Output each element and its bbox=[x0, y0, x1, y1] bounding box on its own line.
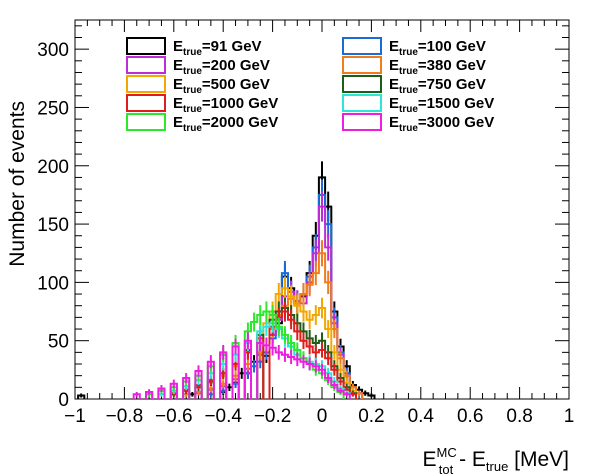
legend-label: Etrue=1000 GeV bbox=[173, 95, 278, 115]
legend-entry: Etrue=3000 GeV bbox=[342, 113, 494, 134]
legend-swatch bbox=[342, 56, 382, 74]
legend-entry: Etrue=2000 GeV bbox=[126, 113, 278, 134]
x-tick-label: 1 bbox=[564, 406, 575, 427]
x-tick-label: 0.6 bbox=[457, 406, 483, 427]
series-3000-gev bbox=[132, 332, 351, 399]
legend-label: Etrue=750 GeV bbox=[389, 76, 486, 96]
x-tick-label: 0.4 bbox=[408, 406, 435, 427]
legend-swatch bbox=[126, 113, 166, 131]
y-tick-label: 300 bbox=[37, 40, 69, 61]
y-tick-label: 250 bbox=[37, 98, 69, 119]
legend-entry: Etrue=750 GeV bbox=[342, 75, 486, 96]
x-tick-label: −0.2 bbox=[254, 406, 292, 427]
legend-swatch bbox=[342, 94, 382, 112]
legend-swatch bbox=[126, 56, 166, 74]
x-tick-label: 0.2 bbox=[358, 406, 384, 427]
x-tick-label: −1 bbox=[64, 406, 86, 427]
legend-swatch bbox=[342, 37, 382, 55]
legend-label: Etrue=2000 GeV bbox=[173, 114, 278, 134]
y-axis-label: Number of events bbox=[6, 101, 29, 267]
legend-entry: Etrue=380 GeV bbox=[342, 56, 486, 77]
series-380-gev bbox=[182, 240, 364, 399]
legend-swatch bbox=[126, 37, 166, 55]
x-tick-label: −0.6 bbox=[155, 406, 193, 427]
legend-entry: Etrue=1000 GeV bbox=[126, 94, 278, 115]
x-tick-labels: −1 −0.8 −0.6 −0.4 −0.2 0 0.2 0.4 0.6 0.8 1 bbox=[64, 406, 574, 427]
y-tick-label: 150 bbox=[37, 215, 69, 236]
x-tick-label: 0.8 bbox=[506, 406, 532, 427]
legend-label: Etrue=500 GeV bbox=[173, 76, 270, 96]
legend-swatch bbox=[342, 75, 382, 93]
legend-label: Etrue=100 GeV bbox=[389, 38, 486, 58]
y-tick-label: 100 bbox=[37, 273, 69, 294]
y-tick-label: 0 bbox=[58, 390, 69, 411]
legend-swatch bbox=[342, 113, 382, 131]
legend-label: Etrue=200 GeV bbox=[173, 57, 270, 77]
legend-label: Etrue=91 GeV bbox=[173, 38, 262, 58]
series-100-gev bbox=[206, 179, 364, 399]
legend-entry: Etrue=100 GeV bbox=[342, 37, 486, 58]
series-layer bbox=[77, 161, 376, 399]
legend-entry: Etrue=1500 GeV bbox=[342, 94, 494, 115]
legend-entry: Etrue=500 GeV bbox=[126, 75, 270, 96]
x-tick-label: −0.4 bbox=[204, 406, 242, 427]
legend-entry: Etrue=200 GeV bbox=[126, 56, 270, 77]
x-axis-label: EMC tot - Etrue [MeV] bbox=[423, 445, 569, 476]
legend-entry: Etrue=91 GeV bbox=[126, 37, 262, 58]
y-tick-label: 200 bbox=[37, 157, 69, 178]
x-tick-label: 0 bbox=[317, 406, 328, 427]
legend-label: Etrue=1500 GeV bbox=[389, 95, 494, 115]
y-tick-labels: 0 50 100 150 200 250 300 bbox=[37, 40, 69, 411]
axis-ticks bbox=[74, 20, 570, 400]
legend-label: Etrue=3000 GeV bbox=[389, 114, 494, 134]
y-tick-label: 50 bbox=[48, 332, 69, 353]
legend-swatch bbox=[126, 94, 166, 112]
legend-swatch bbox=[126, 75, 166, 93]
legend-label: Etrue=380 GeV bbox=[389, 57, 486, 77]
x-tick-label: −0.8 bbox=[106, 406, 144, 427]
